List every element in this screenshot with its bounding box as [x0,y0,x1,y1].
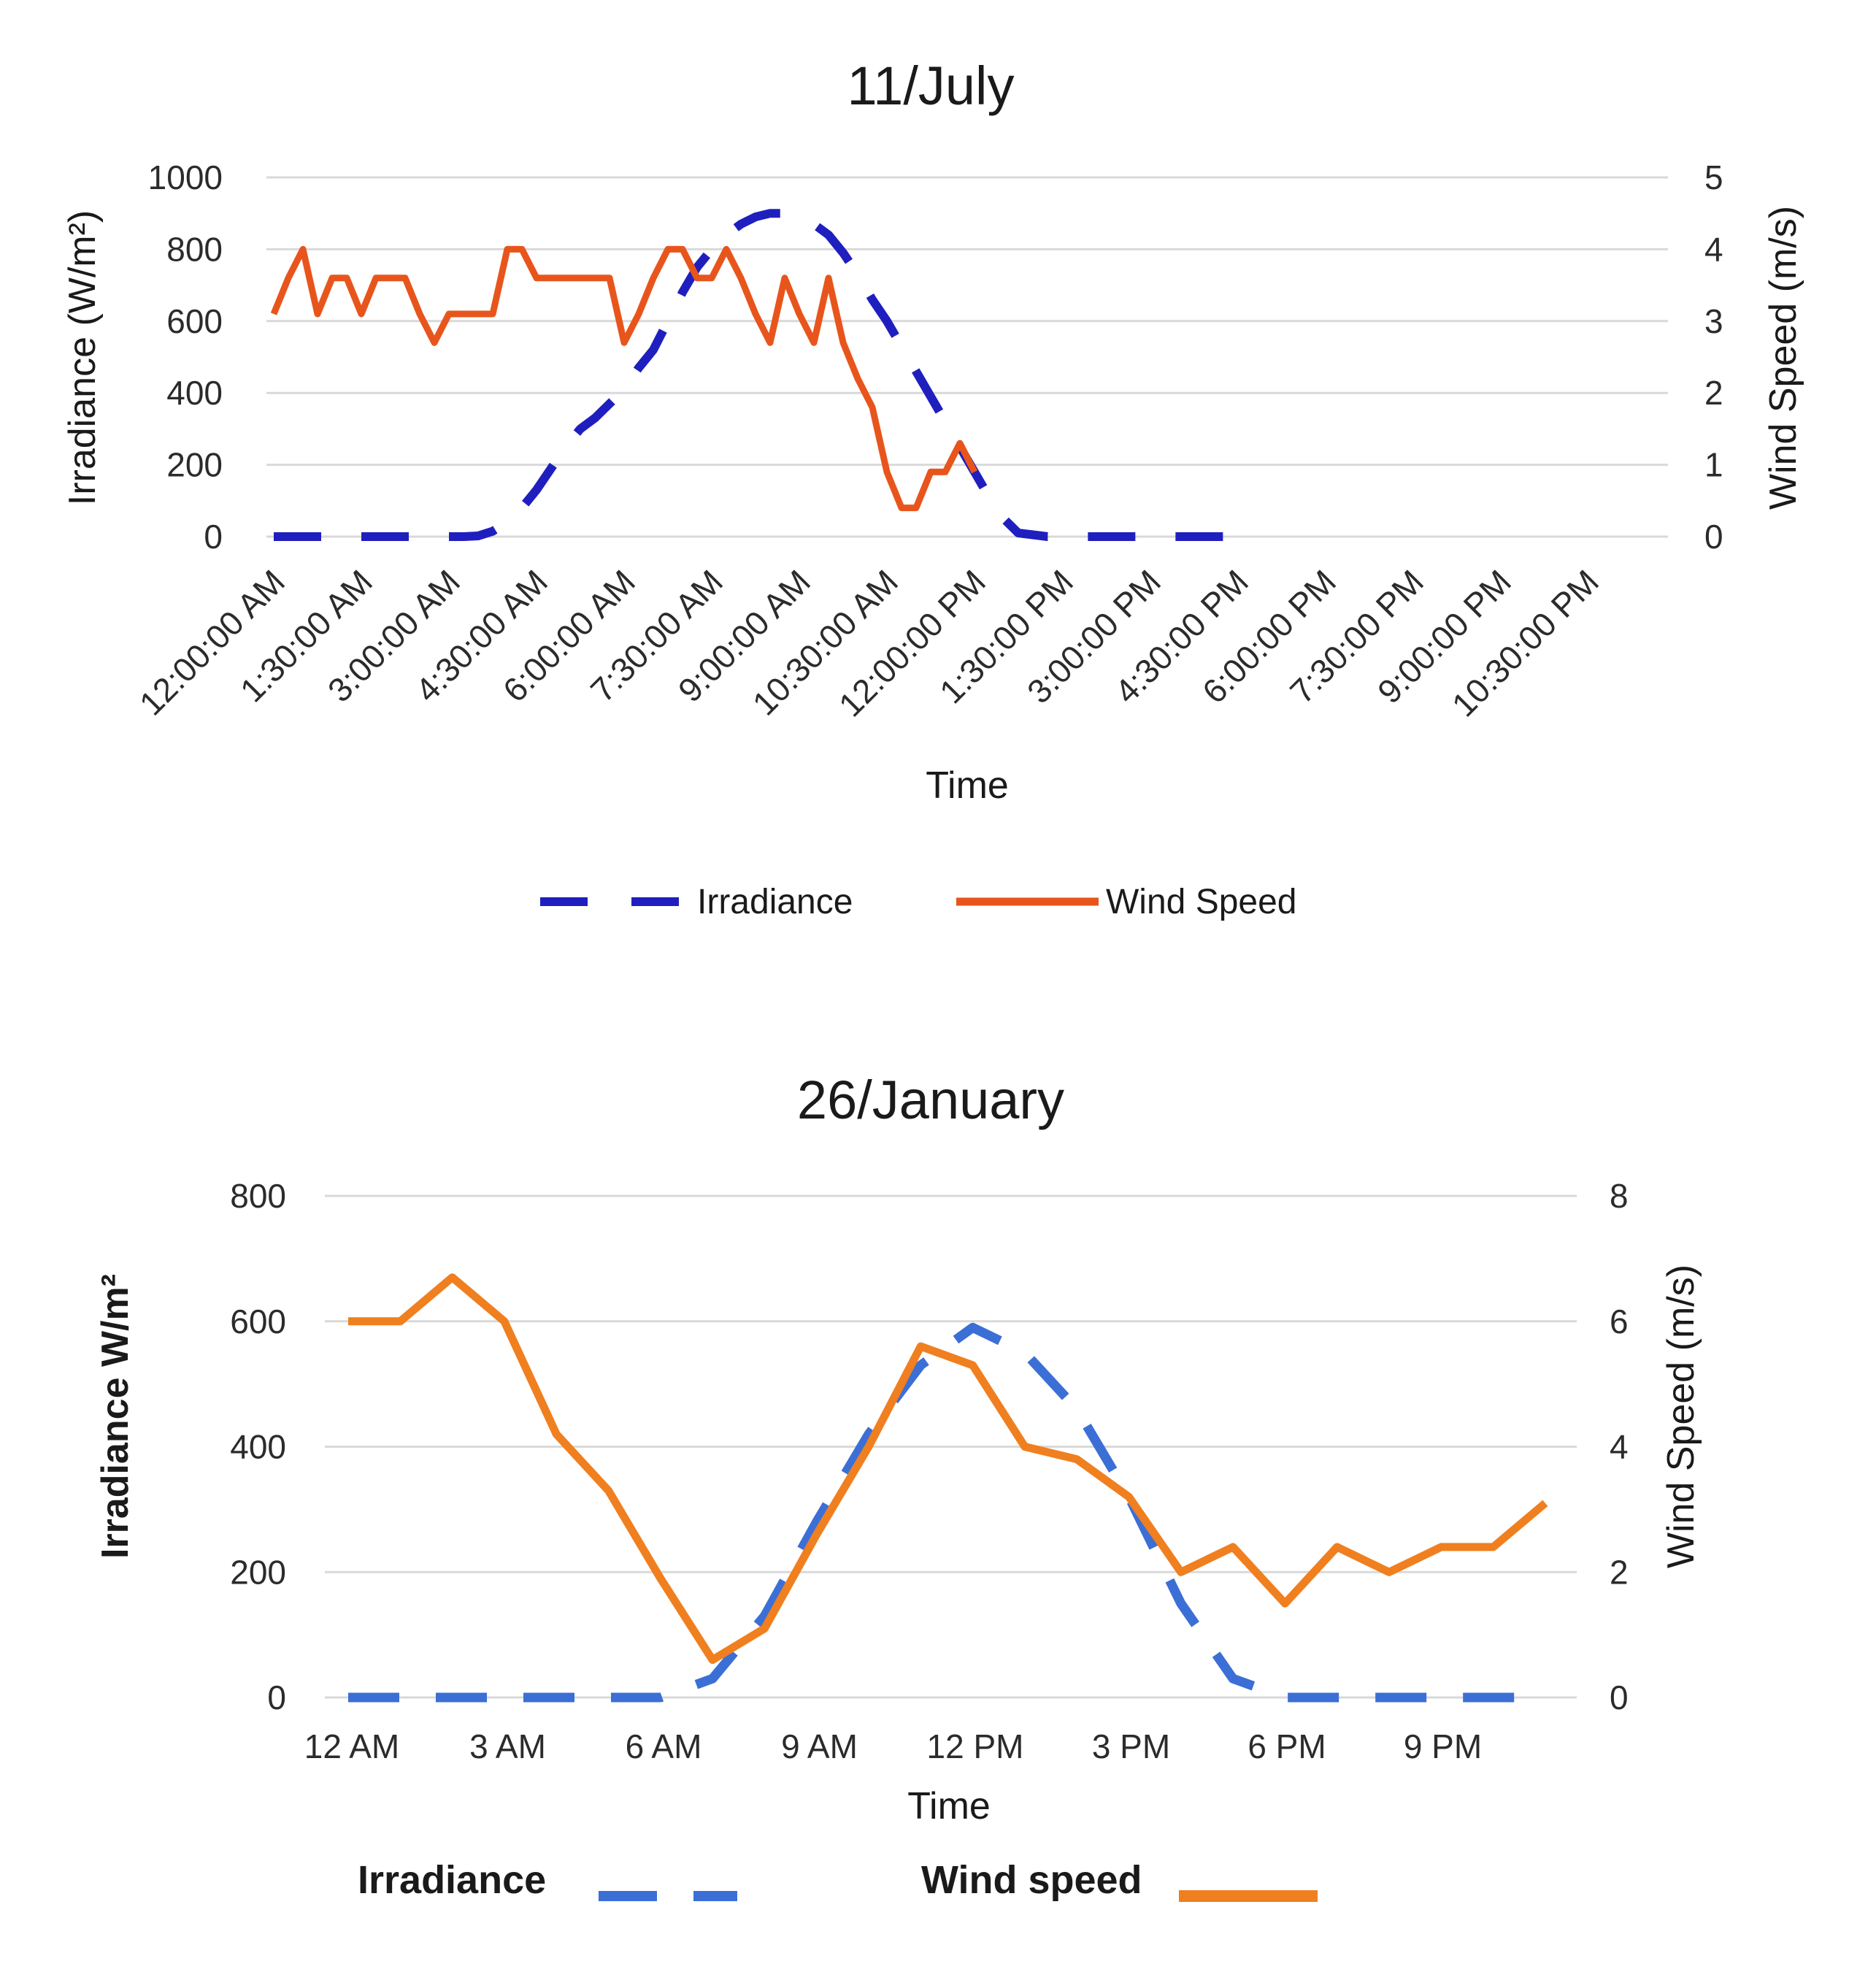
chart-july: 11/July 0 200 400 600 800 1000 0 1 2 3 4 5 12:00:0… [61,55,1804,921]
right-tick-label: 1 [1704,446,1723,484]
y-axis-title: Irradiance (W/m²) [61,210,104,505]
grid [325,1194,1577,1699]
left-tick-label: 400 [166,374,223,412]
right-tick-label: 5 [1704,158,1723,196]
left-tick-label: 800 [230,1177,286,1215]
legend-irradiance-label: Irradiance [358,1858,546,1902]
wind-speed-series-line [348,1273,1548,1664]
left-tick-label: 200 [230,1553,286,1591]
right-tick-label: 2 [1610,1553,1629,1591]
right-tick-label: 8 [1610,1177,1629,1215]
series-group [270,209,1252,541]
x-tick-label: 6 PM [1248,1727,1326,1765]
left-tick-label: 600 [166,302,223,340]
right-axis-ticks: 0 2 4 6 8 [1610,1177,1629,1716]
x-axis-title: Time [907,1785,991,1827]
left-tick-label: 0 [204,518,223,556]
x-axis-ticks: 12 AM 3 AM 6 AM 9 AM 12 PM 3 PM 6 PM 9 PM [304,1727,1482,1765]
x-tick-label: 9 AM [781,1727,858,1765]
right-tick-label: 0 [1610,1678,1629,1716]
right-tick-label: 4 [1610,1428,1629,1466]
x-tick-label: 12 PM [927,1727,1024,1765]
left-tick-label: 200 [166,446,223,484]
x-axis-title: Time [926,764,1009,807]
irradiance-series-line [348,1322,1545,1703]
x-tick-label: 6 AM [626,1727,702,1765]
right-tick-label: 6 [1610,1302,1629,1340]
left-axis-ticks: 0 200 400 600 800 [230,1177,286,1716]
irradiance-series-line [274,209,1252,541]
legend: Irradiance Wind speed [358,1858,1318,1902]
left-tick-label: 0 [267,1678,286,1716]
right-tick-label: 2 [1704,374,1723,412]
chart-title: 11/July [847,55,1015,116]
legend-wind-label: Wind speed [921,1858,1142,1902]
y2-axis-title: Wind Speed (m/s) [1660,1265,1702,1568]
left-tick-label: 400 [230,1428,286,1466]
legend: Irradiance Wind Speed [540,883,1297,921]
wind-speed-series-line [270,245,978,512]
chart-panel-january: 26/January 0 200 400 600 800 0 2 4 6 8 12 AM 3 AM… [0,993,1876,1971]
x-axis-ticks: 12:00:00 AM1:30:00 AM3:00:00 AM4:30:00 A… [132,562,1606,724]
x-tick-label: 12 AM [304,1727,399,1765]
series-group [348,1273,1548,1703]
chart-january: 26/January 0 200 400 600 800 0 2 4 6 8 12 AM 3 AM… [94,1070,1702,1902]
right-tick-label: 3 [1704,302,1723,340]
left-tick-label: 600 [230,1302,286,1340]
right-tick-label: 0 [1704,518,1723,556]
x-tick-label: 3 AM [469,1727,546,1765]
chart-panel-july: 11/July 0 200 400 600 800 1000 0 1 2 3 4 5 12:00:0… [0,0,1876,971]
y2-axis-title: Wind Speed (m/s) [1762,206,1804,510]
grid [266,176,1668,538]
right-axis-ticks: 0 1 2 3 4 5 [1704,158,1723,556]
left-tick-label: 1000 [148,158,223,196]
left-tick-label: 800 [166,230,223,268]
legend-wind-label: Wind Speed [1106,883,1297,921]
y-axis-title: Irradiance W/m² [94,1274,137,1559]
left-axis-ticks: 0 200 400 600 800 1000 [148,158,223,556]
x-tick-label: 3 PM [1092,1727,1170,1765]
chart-title: 26/January [797,1070,1064,1130]
right-tick-label: 4 [1704,230,1723,268]
x-tick-label: 9 PM [1404,1727,1482,1765]
legend-irradiance-label: Irradiance [697,883,853,921]
